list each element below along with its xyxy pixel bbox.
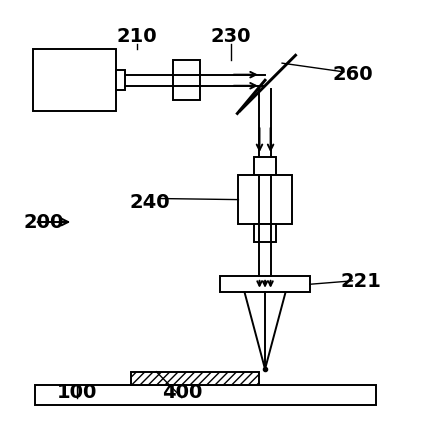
Bar — [116, 70, 125, 91]
Bar — [131, 372, 259, 385]
Bar — [35, 385, 376, 405]
Text: 200: 200 — [23, 213, 64, 231]
Text: 221: 221 — [340, 272, 381, 291]
Bar — [238, 175, 292, 224]
Bar — [254, 157, 276, 175]
Text: 100: 100 — [57, 383, 98, 402]
Text: 230: 230 — [211, 27, 251, 46]
Bar — [254, 224, 276, 242]
Bar — [220, 276, 310, 292]
Text: 240: 240 — [130, 193, 170, 212]
Text: 210: 210 — [117, 27, 157, 46]
Bar — [33, 49, 116, 111]
Text: 400: 400 — [162, 383, 202, 402]
Bar — [173, 60, 200, 100]
Text: 260: 260 — [332, 65, 373, 84]
